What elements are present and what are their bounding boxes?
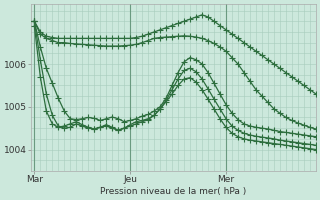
X-axis label: Pression niveau de la mer( hPa ): Pression niveau de la mer( hPa ) [100, 187, 247, 196]
